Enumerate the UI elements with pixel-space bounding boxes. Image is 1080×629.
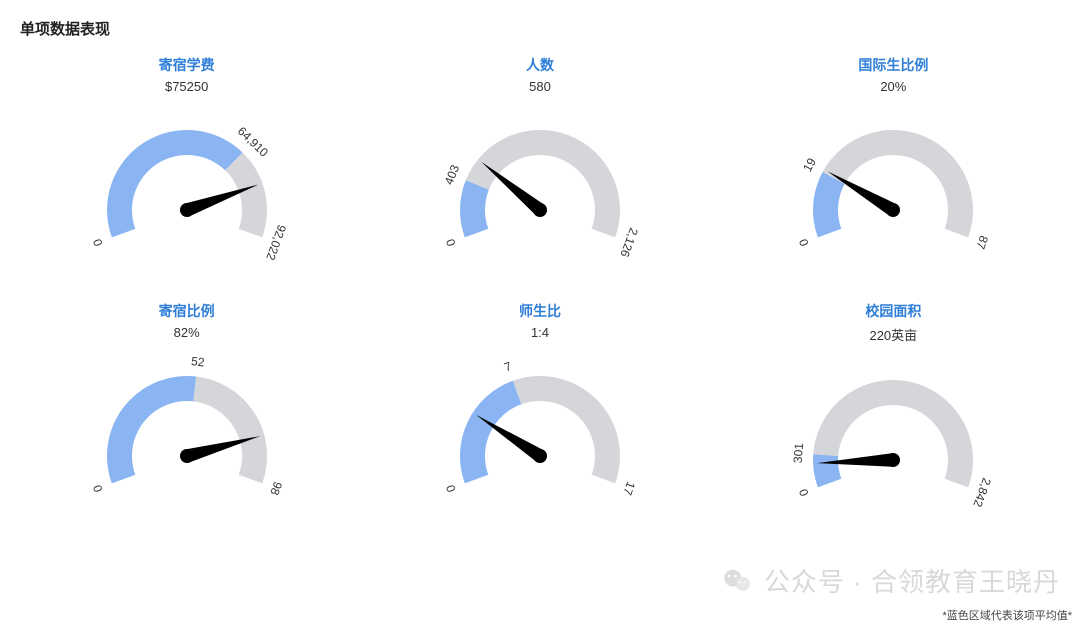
wechat-icon [720, 564, 754, 598]
gauge-cell: 国际生比例 20% 0 19 87 [727, 51, 1060, 281]
svg-text:52: 52 [190, 354, 205, 369]
gauge-cell: 寄宿比例 82% 0 52 98 [20, 297, 353, 527]
svg-text:0: 0 [443, 483, 459, 494]
gauge-chart: 0 7 17 [430, 340, 650, 523]
gauge-value: 220英亩 [869, 325, 917, 344]
svg-text:98: 98 [267, 480, 285, 498]
svg-text:19: 19 [801, 155, 820, 174]
gauge-value: 580 [529, 79, 551, 94]
svg-text:301: 301 [791, 442, 806, 463]
svg-text:7: 7 [502, 359, 513, 375]
svg-text:0: 0 [443, 237, 459, 248]
svg-text:0: 0 [796, 237, 812, 248]
gauge-title: 寄宿比例 [159, 301, 215, 321]
section-title: 单项数据表现 [20, 18, 1060, 39]
svg-text:17: 17 [620, 480, 638, 498]
gauge-chart: 0 301 2,842 [783, 344, 1003, 527]
svg-text:0: 0 [90, 483, 106, 494]
gauge-value: $75250 [165, 79, 208, 94]
gauge-chart: 0 403 2,126 [430, 94, 650, 277]
svg-text:87: 87 [973, 234, 991, 252]
gauge-value: 20% [880, 79, 906, 94]
gauge-cell: 校园面积 220英亩 0 301 2,842 [727, 297, 1060, 527]
gauge-cell: 师生比 1:4 0 7 17 [373, 297, 706, 527]
svg-text:403: 403 [442, 163, 463, 187]
watermark: 公众号 · 合领教育王晓丹 [720, 562, 1060, 599]
gauge-grid: 寄宿学费$75250064,91092,022 人数58004032,126 国… [20, 51, 1060, 527]
svg-text:0: 0 [90, 237, 106, 248]
gauge-cell: 寄宿学费$75250064,91092,022 [20, 51, 353, 281]
gauge-title: 校园面积 [865, 301, 921, 321]
gauge-chart: 0 52 98 [77, 340, 297, 523]
gauge-chart: 0 19 87 [783, 94, 1003, 277]
footnote: *蓝色区域代表该项平均值* [942, 607, 1072, 623]
gauge-title: 师生比 [519, 301, 561, 321]
svg-text:0: 0 [796, 487, 812, 498]
gauge-value: 82% [174, 325, 200, 340]
gauge-cell: 人数 580 0 403 2,126 [373, 51, 706, 281]
gauge-chart: 064,91092,022 [77, 94, 297, 277]
svg-text:92,022: 92,022 [263, 223, 289, 263]
svg-text:2,126: 2,126 [617, 226, 641, 259]
svg-text:2,842: 2,842 [971, 476, 995, 509]
gauge-value: 1:4 [531, 325, 549, 340]
watermark-text: 公众号 · 合领教育王晓丹 [764, 562, 1060, 599]
gauge-title: 寄宿学费 [159, 55, 215, 75]
gauge-title: 国际生比例 [858, 55, 928, 75]
gauge-title: 人数 [526, 55, 554, 75]
